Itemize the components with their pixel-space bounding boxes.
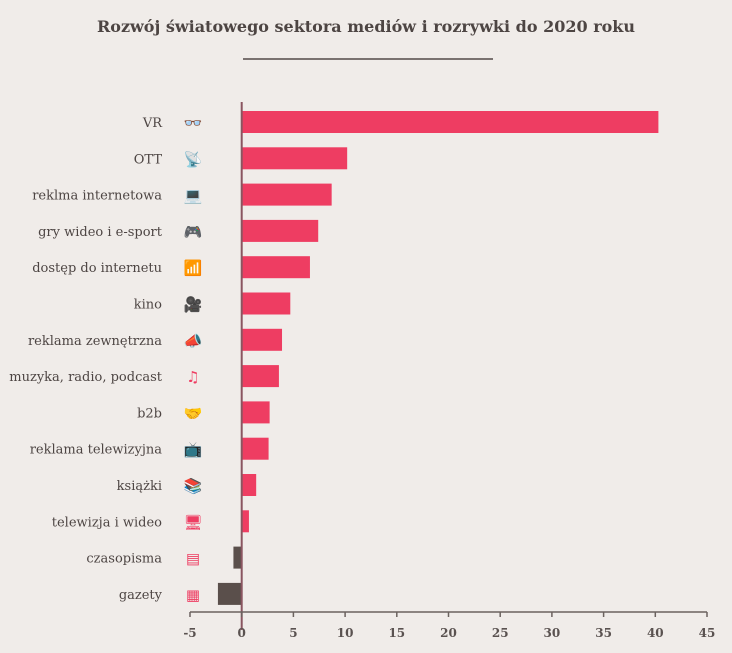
monitor-icon: 🖥	[183, 513, 202, 531]
x-tick-label: 35	[595, 626, 612, 640]
handshake-icon: 🤝	[184, 404, 203, 422]
bar-8	[241, 401, 270, 424]
x-tick-label: 40	[647, 626, 664, 640]
x-tick-label: 45	[699, 626, 716, 640]
bar-13	[217, 582, 242, 605]
category-label: muzyka, radio, podcast	[9, 370, 162, 385]
router-icon: 📶	[184, 259, 203, 277]
movie-camera-icon: 🎥	[184, 296, 203, 314]
bar-4	[241, 256, 310, 279]
bar-9	[241, 437, 269, 460]
x-tick-label: 20	[440, 626, 457, 640]
bar-7	[241, 365, 279, 388]
satellite-dish-icon: 📡	[184, 149, 203, 168]
x-tick-label: -5	[183, 626, 196, 640]
x-tick-label: 0	[238, 626, 246, 640]
bar-1	[241, 147, 348, 170]
category-label: reklama zewnętrzna	[28, 334, 162, 349]
bar-2	[241, 183, 332, 206]
bar-6	[241, 328, 283, 351]
category-label: reklama telewizyjna	[30, 443, 163, 458]
chart-title: Rozwój światowego sektora mediów i rozry…	[96, 17, 636, 36]
magazine-icon: ▤	[186, 550, 200, 568]
x-tick-label: 25	[492, 626, 509, 640]
bar-10	[241, 474, 257, 496]
category-label: VR	[142, 116, 163, 131]
bar-3	[241, 219, 319, 242]
bar-5	[241, 292, 291, 315]
category-label: książki	[117, 479, 162, 494]
title-underline	[243, 58, 493, 60]
bar-12	[233, 546, 242, 569]
bar-11	[241, 510, 249, 533]
megaphone-icon: 📣	[184, 332, 203, 350]
category-label: gry wideo i e-sport	[38, 225, 163, 240]
category-label: czasopisma	[86, 552, 162, 567]
x-tick-label: 5	[289, 626, 297, 640]
newspaper-icon: ▦	[186, 586, 200, 604]
category-label: dostęp do internetu	[32, 261, 162, 276]
laptop-video-icon: 💻	[184, 187, 203, 205]
x-tick-label: 10	[337, 626, 354, 640]
category-label: OTT	[134, 152, 163, 167]
bar-0	[241, 111, 659, 133]
category-label: telewizja i wideo	[52, 515, 162, 530]
x-tick-label: 30	[544, 626, 561, 640]
gamepad-icon: 🎮	[184, 223, 203, 241]
vr-glasses-icon: 👓	[184, 114, 203, 132]
x-tick-label: 15	[388, 626, 405, 640]
books-icon: 📚	[184, 477, 203, 495]
music-notes-icon: ♫	[186, 368, 199, 386]
category-label: kino	[134, 298, 162, 313]
category-label: gazety	[119, 588, 163, 603]
category-label: reklma internetowa	[32, 189, 162, 204]
tv-icon: 📺	[184, 441, 203, 459]
category-label: b2b	[137, 406, 162, 421]
